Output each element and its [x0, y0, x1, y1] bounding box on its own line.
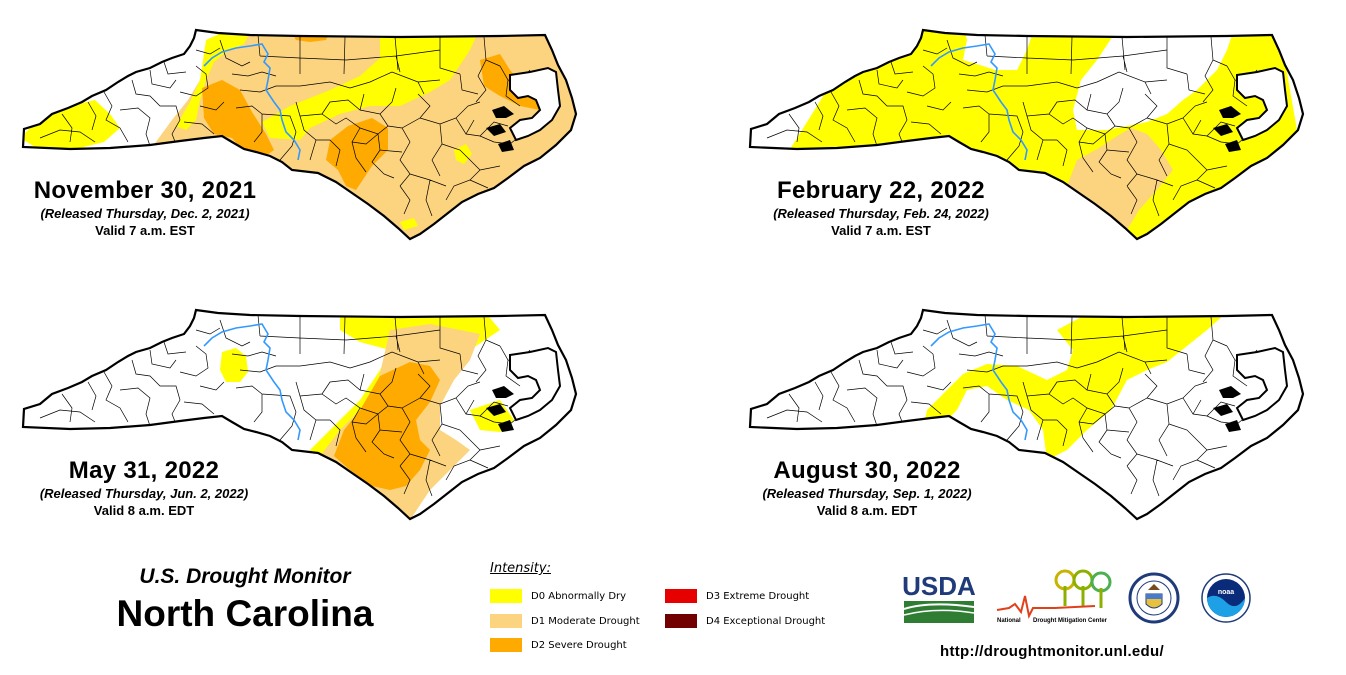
map-panel-nov-2021: November 30, 2021 (Released Thursday, De…	[0, 10, 620, 280]
legend-label: D3 Extreme Drought	[706, 590, 810, 602]
map-caption: August 30, 2022 (Released Thursday, Sep.…	[717, 457, 1017, 519]
map-date: November 30, 2021	[33, 177, 257, 204]
map-valid-time: Valid 8 a.m. EDT	[93, 503, 195, 518]
swatch-d3	[665, 589, 697, 603]
nc-drought-map-may-2022	[21, 308, 578, 521]
map-panel-aug-2022: August 30, 2022 (Released Thursday, Sep.…	[727, 290, 1346, 560]
legend-item-d2: D2 Severe Drought	[490, 638, 627, 652]
map-panel-feb-2022: February 22, 2022 (Released Thursday, Fe…	[727, 10, 1346, 280]
usda-text: USDA	[902, 571, 976, 601]
legend-label: D2 Severe Drought	[531, 639, 627, 651]
partner-logos: USDA National Drought Mitigation Center …	[895, 566, 1265, 626]
map-valid-time: Valid 7 a.m. EST	[831, 223, 931, 238]
intensity-legend: Intensity: D0 Abnormally Dry D1 Moderate…	[490, 561, 850, 661]
legend-item-d1: D1 Moderate Drought	[490, 614, 640, 628]
legend-heading: Intensity:	[490, 561, 551, 576]
usda-logo: USDA	[902, 571, 976, 623]
swatch-d4	[665, 614, 697, 628]
map-valid-time: Valid 8 a.m. EDT	[816, 503, 918, 518]
map-valid-time: Valid 7 a.m. EST	[95, 223, 195, 238]
map-released: (Released Thursday, Sep. 1, 2022)	[762, 486, 972, 501]
swatch-d1	[490, 614, 522, 628]
title-block: U.S. Drought Monitor North Carolina	[80, 563, 410, 637]
nc-drought-map-aug-2022	[748, 308, 1305, 521]
map-released: (Released Thursday, Dec. 2, 2021)	[40, 206, 250, 221]
map-date: May 31, 2022	[68, 457, 220, 484]
product-subtitle: U.S. Drought Monitor	[139, 565, 351, 588]
map-caption: May 31, 2022 (Released Thursday, Jun. 2,…	[0, 457, 294, 519]
legend-item-d3: D3 Extreme Drought	[665, 589, 809, 603]
map-caption: February 22, 2022 (Released Thursday, Fe…	[731, 177, 1031, 239]
nc-drought-map-feb-2022	[748, 28, 1305, 241]
commerce-seal-logo	[1128, 572, 1180, 624]
swatch-d2	[490, 638, 522, 652]
map-panel-may-2022: May 31, 2022 (Released Thursday, Jun. 2,…	[0, 290, 620, 560]
svg-text:Drought Mitigation Center: Drought Mitigation Center	[1033, 618, 1108, 624]
legend-label: D0 Abnormally Dry	[531, 590, 627, 602]
noaa-logo: noaa	[1201, 573, 1251, 623]
svg-text:National: National	[997, 618, 1021, 624]
map-released: (Released Thursday, Jun. 2, 2022)	[39, 486, 249, 501]
swatch-d0	[490, 589, 522, 603]
nc-drought-map-nov-2021	[21, 28, 578, 241]
legend-label: D4 Exceptional Drought	[706, 615, 826, 627]
legend-label: D1 Moderate Drought	[531, 615, 640, 627]
legend-item-d4: D4 Exceptional Drought	[665, 614, 825, 628]
map-date: August 30, 2022	[773, 457, 961, 484]
ndmc-logo: National Drought Mitigation Center	[996, 569, 1112, 624]
map-released: (Released Thursday, Feb. 24, 2022)	[773, 206, 989, 221]
drought-monitor-url[interactable]: http://droughtmonitor.unl.edu/	[940, 643, 1164, 660]
state-title: North Carolina	[116, 593, 374, 634]
map-caption: November 30, 2021 (Released Thursday, De…	[0, 177, 295, 239]
legend-item-d0: D0 Abnormally Dry	[490, 589, 626, 603]
map-date: February 22, 2022	[777, 177, 985, 204]
svg-text:noaa: noaa	[1218, 589, 1234, 596]
